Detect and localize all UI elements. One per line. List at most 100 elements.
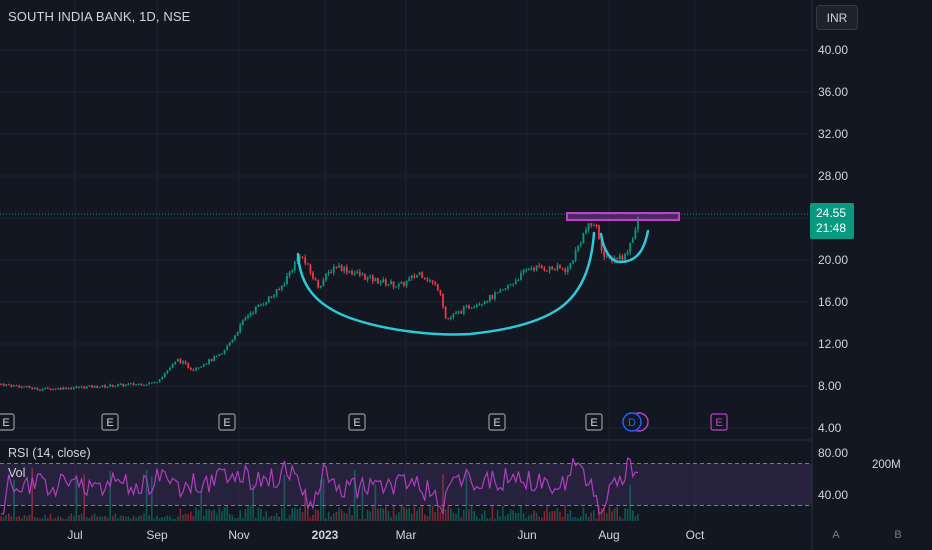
volume-bar [574, 516, 577, 521]
candle-body [140, 383, 143, 386]
earnings-marker [710, 413, 728, 431]
candle-body [325, 273, 327, 280]
volume-bar [359, 518, 361, 521]
volume-bar [619, 516, 621, 521]
candle-body [600, 239, 603, 251]
chart-title: SOUTH INDIA BANK, 1D, NSE [8, 9, 191, 24]
volume-bar [283, 475, 286, 521]
earnings-marker-text: E [715, 417, 722, 429]
volume-bar [535, 512, 538, 521]
volume-bar [515, 513, 517, 521]
volume-bar [387, 510, 390, 521]
rsi-legend[interactable]: RSI (14, close) [8, 446, 91, 460]
resistance-box[interactable] [566, 212, 680, 221]
candle-body [218, 353, 221, 356]
candle-body [166, 370, 169, 374]
earnings-marker-text: E [353, 417, 360, 429]
candle-body [270, 296, 273, 298]
candle-body [468, 305, 470, 309]
volume-bar [356, 505, 358, 521]
chart-grid [0, 0, 812, 522]
candle-body [278, 289, 281, 291]
candle-body [358, 271, 361, 276]
dividend-marker-text: D [628, 417, 636, 429]
volume-bar [408, 507, 410, 521]
volume-bar [405, 508, 408, 521]
volume-bar [556, 508, 559, 521]
cup-curve[interactable] [296, 231, 596, 336]
candle-body [104, 385, 106, 388]
volume-bar [151, 476, 153, 521]
volume-bar [223, 507, 226, 521]
volume-bar [626, 508, 629, 521]
auto-scale-button[interactable]: A [832, 529, 840, 541]
volume-bar [205, 509, 208, 521]
candle-body [257, 304, 260, 307]
volume-bar [340, 509, 343, 521]
candle-body [291, 270, 294, 272]
volume-bar [457, 507, 460, 521]
candle-body [478, 304, 481, 306]
volume-bar [632, 510, 634, 521]
candle-body [319, 285, 322, 288]
volume-bar [278, 516, 280, 521]
volume-bar [400, 506, 403, 521]
time-axis[interactable]: Jul Sep Nov 2023 Mar Jun Aug Oct [67, 528, 705, 542]
volume-bar [590, 512, 592, 521]
volume-bar [49, 513, 52, 521]
volume-bar [543, 511, 546, 521]
candle-body [340, 265, 343, 272]
volume-bar [34, 517, 36, 521]
volume-bar [96, 516, 98, 521]
volume-bar [39, 518, 41, 521]
volume-bar [489, 518, 491, 521]
volume-bar [600, 507, 603, 521]
last-price-value: 24.55 [816, 206, 847, 220]
candle-body [137, 383, 140, 385]
candle-body [598, 225, 600, 240]
candle-body [413, 275, 416, 278]
volume-bar [8, 513, 10, 521]
volume-bar [192, 515, 195, 521]
candle-body [520, 272, 522, 281]
volume-bar [99, 516, 101, 521]
candle-body [553, 269, 556, 271]
b-button[interactable]: B [894, 529, 902, 541]
volume-bar [296, 509, 299, 521]
candle-body [403, 282, 405, 286]
candle-body [371, 275, 374, 282]
volume-bar [294, 507, 296, 521]
candle-body [431, 280, 434, 283]
volume-bar [262, 516, 265, 521]
candle-body [153, 382, 156, 384]
volume-bar [431, 505, 434, 521]
candle-body [343, 267, 346, 272]
volume-bar [483, 510, 486, 521]
candle-body [616, 257, 619, 260]
candle-body [525, 269, 528, 271]
candle-body [174, 361, 177, 365]
price-axis[interactable]: 40.0036.0032.0028.0024.0020.0016.0012.00… [818, 43, 848, 435]
candle-body [10, 384, 13, 387]
candle-body [384, 279, 387, 286]
volume-bar [65, 518, 67, 521]
candlesticks[interactable] [0, 215, 639, 392]
volume-bar [314, 509, 317, 521]
volume-bar [416, 510, 418, 521]
currency-button[interactable]: INR [816, 5, 858, 30]
candle-body [395, 286, 398, 288]
candle-body [189, 367, 192, 370]
handle-curve[interactable] [599, 229, 650, 264]
candle-body [7, 384, 10, 386]
volume-bar [138, 516, 140, 521]
volume-bar [112, 515, 114, 521]
candle-body [634, 229, 637, 239]
candle-body [101, 385, 104, 387]
volume-legend[interactable]: Vol [8, 466, 26, 480]
candle-body [46, 387, 49, 389]
volume-bar [109, 470, 111, 521]
volume-bar [369, 511, 371, 521]
candle-body [286, 275, 288, 285]
